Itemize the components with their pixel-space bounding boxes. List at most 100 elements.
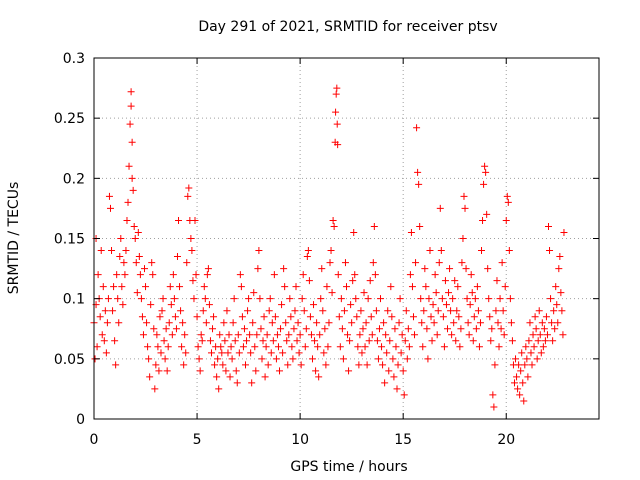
- data-point: [539, 343, 547, 351]
- y-tick-label: 0.2: [63, 171, 85, 187]
- data-point: [260, 313, 268, 321]
- data-point: [484, 265, 492, 273]
- data-point: [291, 307, 299, 315]
- data-point: [496, 295, 504, 303]
- data-point: [488, 325, 496, 333]
- data-point: [468, 289, 476, 297]
- data-point: [110, 283, 118, 291]
- data-point: [507, 319, 515, 327]
- data-point: [221, 337, 229, 345]
- data-point: [541, 337, 549, 345]
- data-point: [308, 355, 316, 363]
- data-point: [558, 307, 566, 315]
- data-point: [357, 307, 365, 315]
- data-point: [213, 373, 221, 381]
- data-point: [194, 343, 202, 351]
- data-point: [462, 265, 470, 273]
- data-point: [306, 313, 314, 321]
- data-point: [549, 337, 557, 345]
- data-point: [520, 397, 528, 405]
- data-point: [503, 192, 511, 200]
- data-point: [130, 222, 138, 230]
- data-point: [233, 379, 241, 387]
- data-point: [373, 337, 381, 345]
- data-point: [495, 343, 503, 351]
- data-point: [211, 361, 219, 369]
- data-point: [400, 391, 408, 399]
- data-point: [479, 216, 487, 224]
- data-point: [389, 355, 397, 363]
- data-point: [399, 367, 407, 375]
- data-point: [414, 168, 422, 176]
- x-axis-label: GPS time / hours: [290, 459, 407, 475]
- data-point: [452, 337, 460, 345]
- data-point: [271, 313, 279, 321]
- data-point: [142, 283, 150, 291]
- data-point: [168, 331, 176, 339]
- data-point: [482, 168, 490, 176]
- data-point: [521, 361, 529, 369]
- data-point: [116, 253, 124, 261]
- data-point: [417, 295, 425, 303]
- data-point: [354, 343, 362, 351]
- data-point: [222, 367, 230, 375]
- data-point: [314, 343, 322, 351]
- data-point: [483, 210, 491, 218]
- data-point: [328, 289, 336, 297]
- data-point: [522, 343, 530, 351]
- data-point: [387, 283, 395, 291]
- data-point: [344, 331, 352, 339]
- data-point: [254, 265, 262, 273]
- grid-lines: [94, 58, 599, 419]
- data-point: [427, 313, 435, 321]
- data-point: [556, 253, 564, 261]
- data-point: [136, 271, 144, 279]
- data-point: [324, 343, 332, 351]
- data-point: [330, 222, 338, 230]
- data-point: [261, 373, 269, 381]
- data-point: [447, 307, 455, 315]
- data-point: [200, 283, 208, 291]
- data-point: [299, 271, 307, 279]
- data-point: [288, 343, 296, 351]
- data-point: [367, 313, 375, 321]
- data-point: [251, 343, 259, 351]
- data-point: [179, 319, 187, 327]
- data-point: [220, 319, 228, 327]
- data-point: [435, 259, 443, 267]
- data-point: [384, 307, 392, 315]
- data-point: [195, 355, 203, 363]
- data-point: [318, 265, 326, 273]
- data-point: [322, 361, 330, 369]
- data-point: [453, 307, 461, 315]
- data-point: [94, 271, 102, 279]
- data-point: [129, 186, 137, 194]
- data-point: [141, 265, 148, 273]
- data-point: [137, 295, 145, 303]
- data-point: [96, 313, 104, 321]
- data-point: [231, 337, 239, 345]
- data-point: [350, 228, 358, 236]
- data-point: [157, 349, 165, 357]
- data-point: [334, 271, 342, 279]
- data-point: [103, 319, 111, 327]
- data-point: [285, 331, 293, 339]
- data-point: [145, 355, 153, 363]
- data-point: [278, 301, 286, 309]
- data-point: [335, 313, 343, 321]
- data-point: [255, 247, 263, 255]
- data-point: [150, 325, 158, 333]
- data-point: [108, 247, 116, 255]
- data-point: [115, 319, 123, 327]
- data-point: [353, 313, 361, 321]
- data-point: [547, 295, 555, 303]
- data-point: [243, 337, 251, 345]
- data-point: [513, 373, 521, 381]
- data-point: [178, 343, 186, 351]
- data-point: [131, 235, 139, 242]
- data-point: [464, 319, 472, 327]
- data-point: [152, 361, 160, 369]
- data-point: [217, 343, 225, 351]
- data-point: [273, 331, 281, 339]
- data-point: [485, 295, 493, 303]
